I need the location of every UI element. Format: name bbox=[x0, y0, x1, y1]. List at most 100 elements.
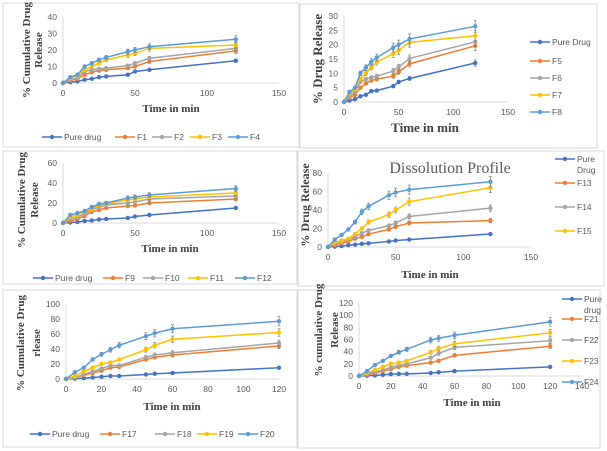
data-point bbox=[374, 88, 379, 93]
data-point bbox=[82, 218, 87, 224]
x-tick-label: 100 bbox=[446, 107, 460, 117]
data-point bbox=[396, 350, 402, 355]
data-point bbox=[374, 59, 379, 65]
legend-marker bbox=[197, 134, 203, 140]
legend-label: F4 bbox=[250, 132, 260, 142]
x-tick-label: 0 bbox=[342, 107, 347, 117]
data-point bbox=[366, 241, 371, 246]
x-tick-label: 80 bbox=[482, 381, 492, 391]
data-point bbox=[147, 212, 152, 218]
legend-label: Pure drug bbox=[55, 273, 93, 283]
data-point bbox=[82, 77, 87, 82]
data-point bbox=[117, 357, 122, 362]
x-tick-label: 100 bbox=[200, 228, 214, 238]
legend-item: F3 bbox=[190, 132, 222, 142]
data-point bbox=[407, 220, 412, 226]
data-point bbox=[396, 42, 401, 47]
legend-item: Pure drug bbox=[33, 273, 93, 283]
legend-item: F2 bbox=[152, 132, 184, 142]
x-tick-label: 0 bbox=[326, 252, 331, 262]
panel-border bbox=[2, 2, 300, 148]
data-point bbox=[125, 49, 130, 54]
data-point bbox=[82, 72, 87, 77]
data-point bbox=[96, 201, 102, 207]
panel-border bbox=[297, 289, 601, 449]
legend-marker bbox=[162, 431, 168, 437]
data-point bbox=[404, 347, 409, 352]
y-tick-label: 80 bbox=[344, 322, 354, 332]
series-f8 bbox=[341, 19, 478, 105]
y-axis-title: rlease bbox=[31, 329, 43, 357]
legend-label: F8 bbox=[552, 107, 562, 117]
y-tick-label: 60 bbox=[51, 329, 61, 339]
data-point bbox=[372, 367, 378, 373]
data-point bbox=[359, 241, 365, 246]
legend-item: F7 bbox=[530, 90, 562, 100]
data-point bbox=[358, 71, 363, 76]
data-point bbox=[352, 96, 358, 102]
legend-marker bbox=[537, 58, 543, 64]
data-point bbox=[488, 205, 493, 211]
data-point bbox=[436, 358, 441, 363]
data-point bbox=[170, 350, 175, 355]
data-point bbox=[96, 75, 102, 80]
panel-border bbox=[2, 289, 298, 448]
data-point bbox=[339, 232, 344, 238]
x-axis-title: Time in min bbox=[401, 269, 458, 281]
legend-marker bbox=[245, 431, 251, 437]
data-point bbox=[386, 223, 392, 228]
x-axis-title: Time in min bbox=[142, 103, 199, 115]
data-point bbox=[386, 193, 392, 198]
data-point bbox=[488, 231, 493, 237]
legend-item: F1 bbox=[115, 132, 147, 142]
legend-marker bbox=[562, 204, 568, 210]
chart-panel-3: 0 50 100 150 0 20 40 60 % Cumulative Drug Release… bbox=[2, 150, 298, 285]
legend-label: F19 bbox=[219, 429, 234, 439]
legend-label: F20 bbox=[260, 429, 275, 439]
y-tick-label: 40 bbox=[344, 347, 354, 357]
data-point bbox=[393, 224, 398, 229]
x-tick-label: 100 bbox=[511, 381, 525, 391]
data-point bbox=[488, 218, 493, 223]
data-point bbox=[132, 194, 138, 200]
data-point bbox=[374, 55, 379, 60]
x-tick-label: 0 bbox=[61, 228, 66, 238]
data-point bbox=[396, 64, 401, 70]
data-point bbox=[436, 351, 441, 356]
data-point bbox=[428, 370, 433, 376]
y-axis-title: % Cumulative Drug bbox=[16, 152, 28, 248]
legend-label: Pure Drug bbox=[552, 37, 591, 47]
y-tick-label: 20 bbox=[48, 45, 58, 55]
data-point bbox=[104, 216, 109, 222]
legend-marker bbox=[569, 379, 575, 385]
x-tick-label: 20 bbox=[97, 384, 107, 394]
legend: Pure Drug F5 F6 F7 F8 bbox=[530, 37, 591, 117]
data-point bbox=[170, 326, 175, 331]
data-point bbox=[452, 368, 457, 374]
data-point bbox=[90, 375, 95, 380]
y-tick-label: 0 bbox=[52, 78, 57, 88]
data-point bbox=[72, 370, 78, 375]
data-point bbox=[276, 330, 282, 335]
y-axis-title: Release bbox=[33, 32, 45, 68]
y-tick-label: 120 bbox=[339, 298, 353, 308]
data-point bbox=[143, 372, 149, 377]
y-tick-label: 0 bbox=[348, 371, 353, 381]
legend-label: F6 bbox=[552, 73, 562, 83]
series-f12 bbox=[60, 185, 238, 226]
data-point bbox=[352, 85, 358, 90]
data-point bbox=[396, 69, 401, 75]
data-point bbox=[233, 37, 238, 42]
legend-label: F10 bbox=[165, 273, 180, 283]
y-tick-label: 60 bbox=[344, 335, 354, 345]
legend-label: F5 bbox=[552, 56, 562, 66]
legend-item: F23 bbox=[562, 356, 599, 366]
series-f9 bbox=[60, 196, 238, 226]
legend-label: Pure drug bbox=[52, 429, 90, 439]
legend-item: Pure drug bbox=[42, 132, 102, 142]
data-point bbox=[488, 179, 493, 184]
data-point bbox=[147, 200, 152, 206]
chart-panel-5: 0 20 40 60 80 100 120 0 20 40 60 80 100 % Cumulative … bbox=[2, 289, 298, 448]
data-point bbox=[393, 207, 398, 213]
data-point bbox=[96, 217, 102, 222]
